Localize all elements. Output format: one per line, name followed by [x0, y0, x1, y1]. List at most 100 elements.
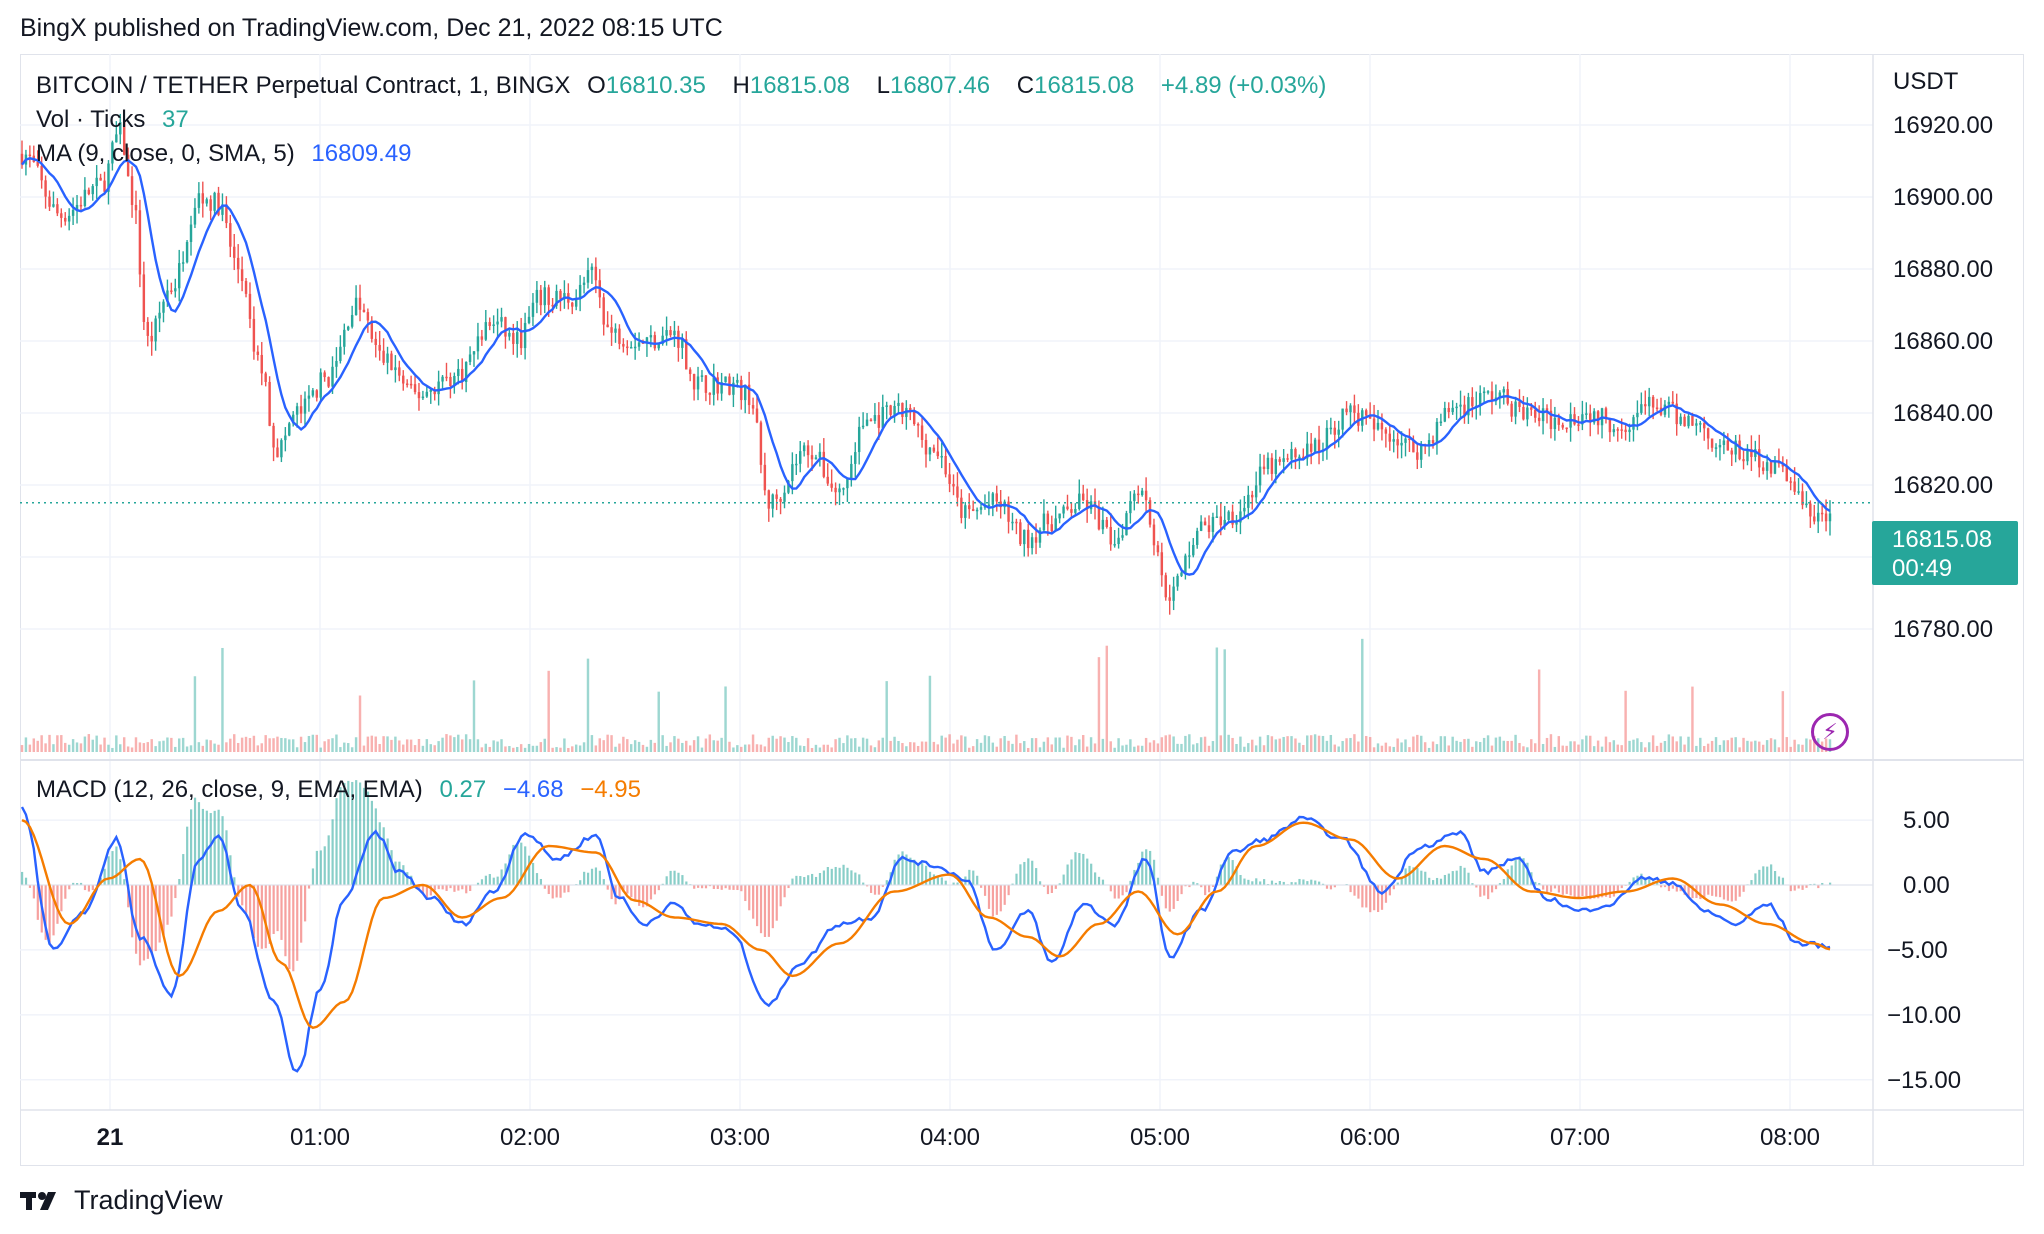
candle-body — [779, 498, 782, 502]
histogram-bar — [1687, 885, 1690, 898]
volume-bar — [146, 742, 149, 752]
volume-bar — [189, 745, 193, 752]
histogram-bar — [1628, 881, 1631, 885]
candle-body — [205, 199, 208, 204]
tradingview-logo-icon[interactable] — [20, 1189, 64, 1213]
candle-body — [1628, 429, 1631, 433]
volume-bar — [1561, 745, 1564, 752]
candle-body — [1773, 461, 1777, 474]
macd-axis-labels: 5.00 0.00 −5.00 −10.00 −15.00 — [1887, 807, 1961, 1094]
candle-body — [1337, 429, 1340, 435]
candle-body — [1699, 423, 1702, 425]
candle-body — [1160, 552, 1164, 576]
histogram-bar — [1711, 885, 1714, 896]
macd-label[interactable]: MACD (12, 26, close, 9, EMA, EMA) — [36, 776, 423, 803]
volume-bar — [1058, 737, 1061, 752]
volume-bar — [1585, 735, 1588, 752]
volume-bar — [492, 740, 495, 752]
volume-bar — [44, 743, 47, 752]
volume-bar — [1722, 740, 1726, 752]
histogram-bar — [811, 873, 814, 885]
volume-bar — [1105, 645, 1109, 752]
histogram-bar — [1644, 877, 1647, 885]
candle-body — [1121, 535, 1124, 538]
histogram-bar — [233, 877, 236, 885]
histogram-bar — [818, 873, 822, 885]
histogram-bar — [1483, 885, 1486, 896]
volume-bar — [1616, 744, 1619, 752]
volume-bar — [1765, 740, 1769, 752]
volume-bar — [162, 740, 165, 752]
candle-body — [1270, 457, 1274, 474]
candle-body — [614, 328, 617, 333]
candle-body — [1278, 459, 1281, 462]
volume-bar — [571, 746, 574, 752]
candle-body — [138, 210, 142, 275]
candle-body — [1824, 513, 1828, 522]
volume-bar — [252, 735, 256, 752]
histogram-bar — [111, 851, 114, 885]
volume-bar — [1306, 735, 1309, 752]
volume-bar — [1506, 741, 1509, 752]
volume-bar — [999, 738, 1002, 752]
tradingview-brand[interactable]: TradingView — [74, 1185, 223, 1215]
histogram-bar — [968, 869, 971, 885]
volume-bar — [1644, 747, 1647, 752]
histogram-bar — [1302, 879, 1305, 885]
candle-body — [354, 297, 358, 316]
volume-bar — [174, 746, 177, 752]
candle-body — [1368, 415, 1372, 419]
histogram-bar — [869, 885, 873, 893]
symbol-title[interactable]: BITCOIN / TETHER Perpetual Contract, 1, … — [36, 72, 571, 99]
candle-body — [673, 330, 676, 336]
candle-body — [441, 376, 444, 382]
volume-bar — [311, 734, 315, 752]
volume-bar — [1298, 742, 1301, 752]
volume-bar — [1514, 734, 1517, 752]
candle-body — [1353, 405, 1356, 413]
volume-bar — [1730, 737, 1733, 752]
histogram-bar — [822, 870, 826, 885]
candle-body — [1097, 506, 1101, 530]
volume-bar — [1530, 739, 1533, 752]
candle-body — [1085, 500, 1089, 510]
histogram-bar — [1164, 885, 1167, 909]
price-tick-label: 16820.00 — [1893, 472, 1993, 499]
lightning-bolt-icon[interactable]: ⚡ — [1811, 713, 1849, 751]
volume-bar — [24, 737, 28, 752]
histogram-bar — [64, 885, 67, 899]
candle-body — [1663, 404, 1667, 415]
volume-label[interactable]: Vol · Ticks — [36, 106, 146, 133]
histogram-bar — [1518, 856, 1521, 885]
volume-bar — [1192, 744, 1195, 752]
volume-bar — [1144, 737, 1148, 752]
histogram-bar — [1027, 858, 1030, 885]
ma-label[interactable]: MA (9, close, 0, SMA, 5) — [36, 140, 295, 167]
histogram-bar — [1156, 877, 1160, 885]
candle-body — [284, 435, 287, 441]
volume-bar — [107, 744, 110, 752]
candle-body — [1785, 466, 1788, 482]
volume-bar — [629, 744, 633, 752]
candle-body — [1553, 417, 1557, 430]
histogram-bar — [1192, 881, 1195, 885]
histogram-bar — [142, 885, 146, 961]
volume-bar — [1254, 745, 1258, 752]
footer: TradingView — [20, 1185, 223, 1216]
volume-bar — [626, 739, 629, 752]
histogram-bar — [296, 885, 299, 961]
volume-bar — [1416, 734, 1419, 752]
candle-body — [1589, 413, 1592, 423]
volume-bar — [669, 742, 672, 752]
histogram-bar — [999, 885, 1002, 912]
candle-body — [952, 483, 955, 487]
volume-bar — [1663, 740, 1667, 752]
histogram-bar — [1522, 858, 1525, 885]
candle-body — [1738, 440, 1741, 460]
chart-frame — [20, 54, 2024, 1166]
candle-body — [71, 209, 75, 216]
volume-bar — [500, 739, 503, 752]
volume-bar — [1628, 740, 1631, 752]
histogram-bar — [292, 885, 295, 972]
